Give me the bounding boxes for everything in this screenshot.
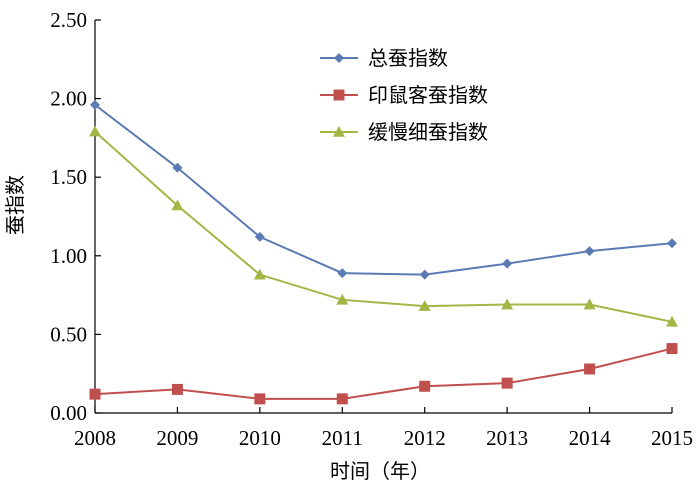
legend-label: 印鼠客蚕指数 (368, 83, 488, 107)
data-point (667, 238, 677, 249)
series-2 (89, 343, 678, 405)
x-tick-label: 2014 (569, 426, 612, 450)
data-point (666, 343, 678, 355)
legend-marker (333, 89, 345, 101)
x-tick-label: 2009 (156, 426, 198, 450)
series-line (94, 130, 673, 323)
x-tick-label: 2011 (322, 426, 363, 450)
y-tick-label: 2.00 (50, 87, 87, 111)
series-1 (90, 99, 677, 280)
data-point (502, 258, 513, 269)
legend-marker (333, 126, 345, 137)
series-line (94, 347, 673, 400)
data-point (172, 162, 183, 173)
data-point (89, 125, 101, 137)
legend-item: 印鼠客蚕指数 (320, 83, 488, 107)
data-point (171, 383, 183, 395)
x-tick-label: 2012 (404, 426, 446, 450)
legend-item: 总蚕指数 (320, 46, 448, 70)
y-tick-label: 0.50 (50, 322, 87, 346)
x-tick-label: 2013 (486, 426, 528, 450)
y-tick-label: 1.00 (50, 244, 87, 268)
legend-item: 缓慢细蚕指数 (320, 120, 488, 144)
data-point (337, 268, 348, 279)
data-point (254, 231, 265, 242)
data-point (666, 315, 678, 327)
series-group (89, 99, 678, 405)
data-point (171, 199, 184, 211)
x-tick-label: 2010 (239, 426, 281, 450)
data-point (583, 298, 596, 310)
series-line (94, 104, 673, 276)
data-point (501, 377, 513, 389)
legend-marker (334, 53, 344, 63)
x-tick-label: 2008 (74, 426, 116, 450)
y-axis-ticks: 0.00 0.50 1.00 1.50 2.00 2.50 (50, 8, 101, 425)
y-tick-label: 2.50 (50, 8, 87, 32)
legend-label: 缓慢细蚕指数 (368, 120, 488, 144)
data-point (584, 246, 595, 257)
legend-label: 总蚕指数 (368, 46, 448, 70)
data-point (254, 393, 266, 405)
data-point (253, 268, 266, 280)
data-point (336, 293, 349, 305)
y-tick-label: 1.50 (50, 165, 87, 189)
data-point (418, 300, 431, 311)
data-point (419, 269, 430, 280)
x-tick-label: 2015 (651, 426, 693, 450)
y-tick-label: 0.00 (50, 401, 87, 425)
y-axis-title: 蚕指数 (3, 175, 27, 235)
data-point (336, 393, 348, 405)
data-point (501, 298, 514, 310)
axes (94, 20, 672, 414)
series-3 (89, 125, 678, 327)
data-point (90, 99, 100, 110)
x-axis-ticks: 2008 2009 2010 2011 2012 2013 2014 2015 (74, 407, 693, 450)
x-axis-title: 时间（年） (330, 459, 430, 483)
data-point (584, 363, 596, 375)
data-point (89, 388, 101, 400)
data-point (419, 380, 431, 392)
